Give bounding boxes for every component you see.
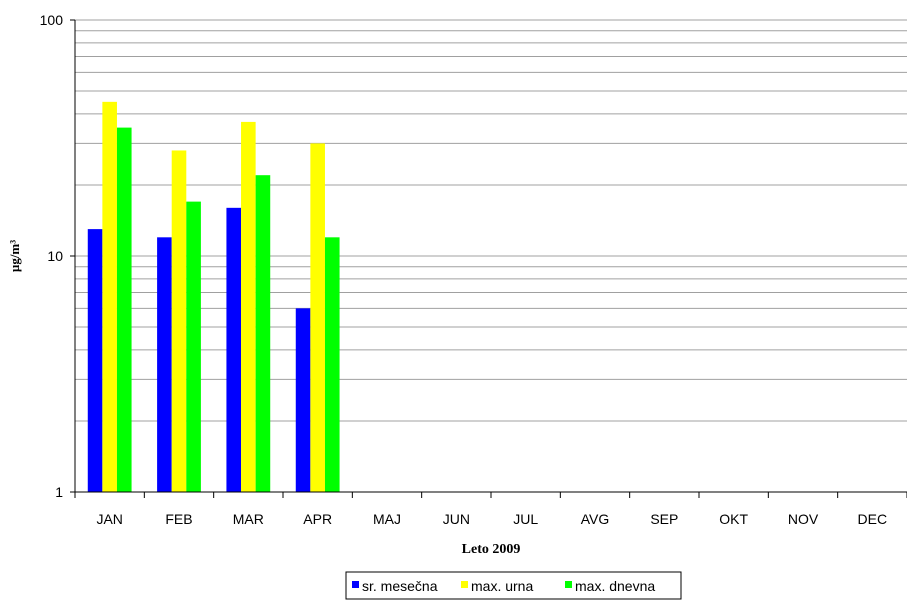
x-tick-label: JUL <box>513 511 538 527</box>
x-tick-label: OKT <box>719 511 748 527</box>
x-tick-label: JUN <box>443 511 470 527</box>
x-tick-label: JAN <box>96 511 122 527</box>
bar <box>241 121 256 493</box>
x-axis-title: Leto 2009 <box>462 542 521 557</box>
legend-label: max. urna <box>471 578 533 594</box>
bar <box>157 237 172 492</box>
legend-box <box>345 571 682 600</box>
x-tick-label: APR <box>303 511 332 527</box>
legend-swatch <box>352 581 359 588</box>
y-tick-label: 1 <box>55 484 63 500</box>
x-tick-label: MAR <box>233 511 264 527</box>
x-tick-label: FEB <box>165 511 192 527</box>
x-tick-label: MAJ <box>373 511 401 527</box>
bar <box>255 175 271 493</box>
x-tick-label: SEP <box>650 511 678 527</box>
x-tick-label: NOV <box>788 511 819 527</box>
legend: sr. mesečna max. urna max. dnevna <box>345 571 682 600</box>
grid-lines <box>75 19 907 422</box>
y-tick-label: 10 <box>47 248 63 264</box>
y-tick-label: 100 <box>40 12 64 28</box>
y-axis-title: µg/m³ <box>7 240 22 272</box>
legend-swatch <box>565 581 572 588</box>
bar <box>295 308 311 492</box>
bar <box>116 127 132 492</box>
x-tick-label: AVG <box>581 511 610 527</box>
legend-swatch <box>461 581 468 588</box>
bar <box>102 101 117 492</box>
legend-label: sr. mesečna <box>362 578 438 594</box>
bar <box>226 207 242 492</box>
bar <box>310 143 325 492</box>
bar <box>186 201 201 492</box>
bar <box>171 150 187 492</box>
bars <box>87 101 340 493</box>
legend-label: max. dnevna <box>575 578 655 594</box>
bar <box>87 229 103 492</box>
x-ticks: JAN FEB MAR APR MAJ JUN JUL AVG SEP OKT NOV DEC <box>74 492 907 527</box>
x-tick-label: DEC <box>858 511 888 527</box>
y-ticks: 1 10 100 <box>40 12 75 500</box>
bar <box>324 237 340 492</box>
